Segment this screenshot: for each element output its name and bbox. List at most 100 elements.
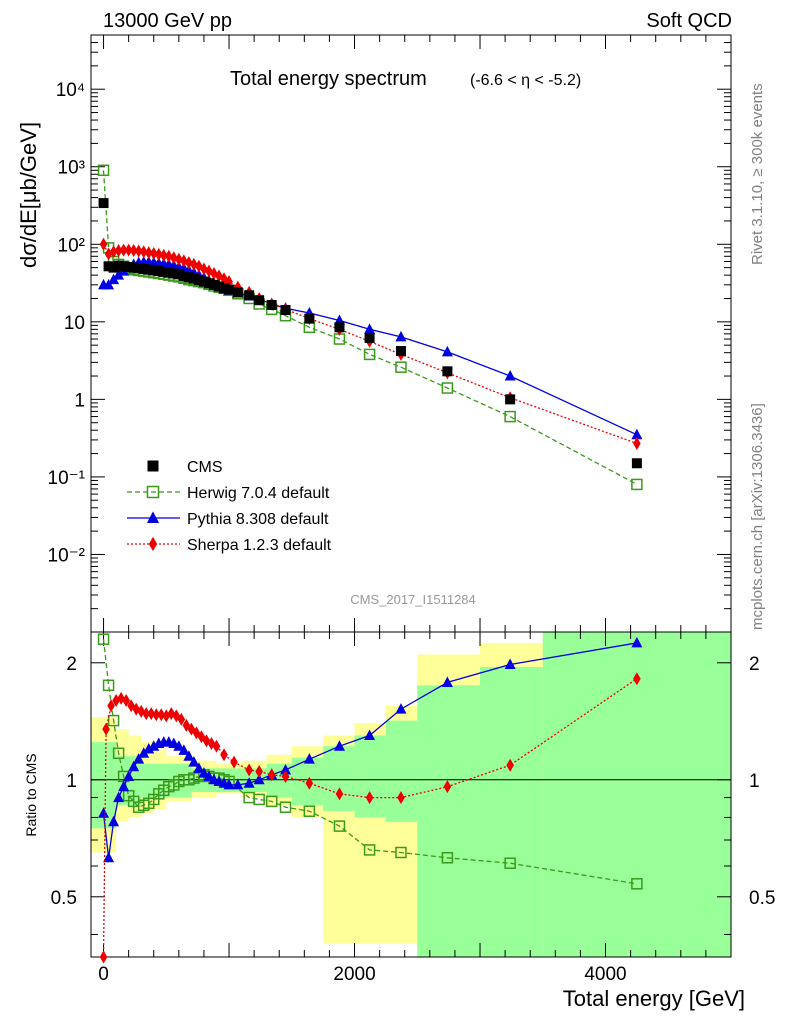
data-point [504,410,516,423]
data-point [98,807,110,818]
data-point [128,262,139,273]
data-point [395,330,407,342]
uncertainty-band-green [385,720,418,822]
data-point [232,287,243,298]
data-point [220,748,228,762]
data-point [243,777,255,788]
data-point [182,718,191,732]
data-point [441,852,454,864]
ratio-frame [90,631,732,958]
data-point [279,801,292,813]
data-point [113,269,125,280]
legend-marker [146,485,160,499]
data-point [98,198,109,209]
data-point [245,763,253,777]
data-point [363,348,376,361]
data-point [631,878,643,890]
data-point [187,722,196,736]
data-point [154,247,163,261]
data-point [183,750,195,761]
y-tick-label: 10² [58,235,85,256]
data-point [153,266,164,277]
uncertainty-band-green [542,632,731,957]
process-label: Soft QCD [646,10,732,32]
data-point [102,679,115,692]
data-point [304,313,315,324]
data-point [133,753,145,764]
data-point [224,284,235,295]
y-tick-label: 10 [64,313,85,334]
data-point [441,676,453,687]
data-point [177,712,186,726]
y-tick-label: 1 [74,390,85,411]
ratio-tick-label-right: 0.5 [749,888,775,909]
x-tick-label: 2000 [333,964,375,985]
data-point [395,703,407,714]
data-point [219,283,230,294]
data-point [303,753,315,764]
mcplots-label: mcplots.cern.ch [arXiv:1306.3436] [749,403,766,630]
data-point [165,249,173,263]
data-point [193,762,205,773]
plot-title-range: (-6.6 < η < -5.2) [470,72,581,89]
data-point [207,736,216,750]
data-point [149,247,158,261]
data-point [152,708,161,722]
data-point [364,323,376,334]
ratio-uncertainty-bands [91,632,731,957]
legend-item: Herwig 7.0.4 default [127,485,330,502]
data-point [173,269,184,280]
series-cms [98,198,642,469]
x-tick-label: 4000 [584,964,626,985]
data-point [143,264,154,275]
data-point [99,950,108,964]
ratio-tick-label: 0.5 [51,888,77,909]
legend-marker [148,536,158,552]
data-point [124,243,133,257]
data-point [109,245,118,259]
data-point [203,278,214,289]
y-axis-label: dσ/dE[μb/GeV] [16,122,41,268]
y-tick-label: 10⁻² [48,545,86,566]
data-point [185,256,193,270]
legend-item: Pythia 8.308 default [127,511,329,528]
data-point [192,726,201,740]
data-point [114,244,123,258]
data-point [365,791,374,805]
data-point [178,744,190,755]
data-point [504,658,516,669]
data-point [214,281,224,292]
uncertainty-band-green [323,746,355,812]
data-point [99,237,108,251]
data-point [168,268,179,279]
data-point [364,729,376,740]
data-point [193,275,204,286]
y-tick-label: 10⁻¹ [48,468,86,489]
data-point [119,243,128,257]
data-point [202,734,211,748]
data-point [162,709,171,723]
legend-item: Sherpa 1.2.3 default [127,536,332,554]
ratio-series-sherpa [99,672,641,964]
data-point [190,257,198,271]
data-point [280,305,291,316]
data-point [333,820,346,832]
data-point [265,795,278,808]
uncertainty-band-green [480,667,543,957]
series-line [103,261,638,436]
data-point [633,672,641,686]
data-point [504,370,516,381]
data-point [108,262,119,273]
data-point [123,770,135,781]
data-point [180,254,188,268]
uncertainty-band-green [354,735,386,818]
data-point [253,773,265,785]
data-point [631,428,643,440]
data-point [333,740,345,751]
data-point [220,272,228,286]
data-point [200,262,208,276]
data-point [113,791,125,803]
data-point [159,248,168,262]
data-point [267,768,276,782]
data-point [183,272,194,283]
